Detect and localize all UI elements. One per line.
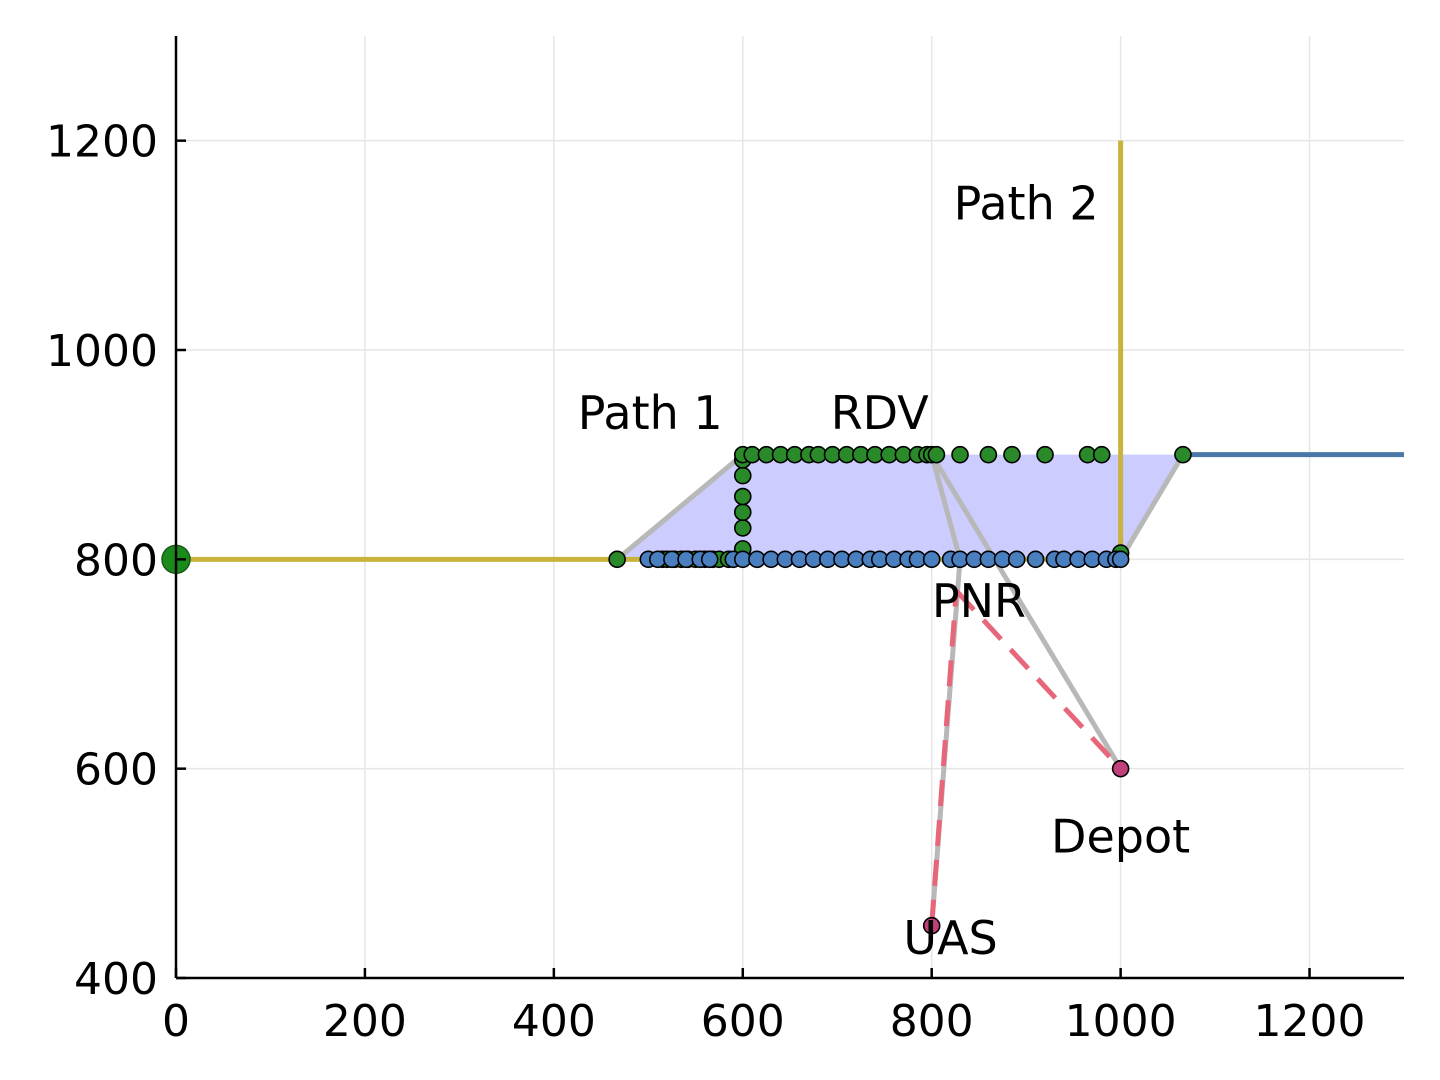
- line-dash-pnr-depot: [954, 589, 1123, 771]
- point-s1-5: [700, 550, 719, 569]
- line-hull-right: [1118, 453, 1186, 561]
- x-tick-label-6: 1200: [1254, 996, 1366, 1047]
- x-tick-label-5: 1000: [1065, 996, 1177, 1047]
- annotation-uas: UAS: [903, 911, 997, 965]
- point-s1-27: [1007, 550, 1026, 569]
- point-s0-13: [733, 503, 752, 522]
- line-hull-rdv-depot: [929, 453, 1123, 770]
- x-tick-label-4: 800: [890, 996, 974, 1047]
- y-tick-label-3: 1000: [46, 326, 158, 377]
- annotations: Path 1 RDV Path 2 PNR Depot UAS: [578, 176, 1190, 965]
- point-s0-12: [733, 519, 752, 537]
- line-dash-uas-pnr: [929, 590, 959, 926]
- x-tick-label-0: 0: [162, 996, 190, 1047]
- annotation-path-2: Path 2: [954, 176, 1099, 230]
- annotation-path-1: Path 1: [578, 386, 723, 440]
- point-s0-36: [1003, 445, 1021, 464]
- annotation-pnr: PNR: [932, 574, 1026, 628]
- line-hull-rdv-pnr: [929, 454, 963, 560]
- point-s0-34: [951, 445, 969, 464]
- axes: [174, 36, 1404, 980]
- point-s0-14: [733, 487, 752, 506]
- point-s0-37: [1036, 445, 1054, 464]
- y-tick-label-4: 1200: [46, 117, 158, 168]
- y-tick-label-0: 400: [74, 954, 158, 1005]
- line-hull-left: [615, 452, 745, 562]
- x-tick-label-1: 200: [323, 996, 407, 1047]
- x-tick-label-2: 400: [512, 996, 596, 1047]
- point-s1-21: [922, 550, 941, 569]
- point-s0-40: [1174, 445, 1192, 464]
- point-s1-28: [1026, 550, 1045, 569]
- point-s0-33: [927, 445, 946, 464]
- data-points: [161, 445, 1192, 935]
- point-s0-0: [608, 550, 626, 569]
- y-tick-label-1: 600: [74, 745, 158, 796]
- feasible-region: [617, 454, 1183, 560]
- annotation-rdv: RDV: [831, 386, 930, 440]
- point-s1-35: [1111, 550, 1130, 569]
- point-s2-1: [1111, 759, 1130, 778]
- point-s2-0: [922, 916, 941, 935]
- x-tick-label-3: 600: [701, 996, 785, 1047]
- region-polygon: [617, 454, 1183, 560]
- point-s0-35: [979, 445, 998, 464]
- y-tick-label-2: 800: [74, 535, 158, 586]
- tick-labels: 0 200 400 600 800 1000 1200 400 600 800 1000 1200: [46, 117, 1366, 1047]
- annotation-depot: Depot: [1051, 810, 1190, 864]
- point-s0-15: [733, 466, 752, 485]
- point-s0-39: [1092, 445, 1111, 464]
